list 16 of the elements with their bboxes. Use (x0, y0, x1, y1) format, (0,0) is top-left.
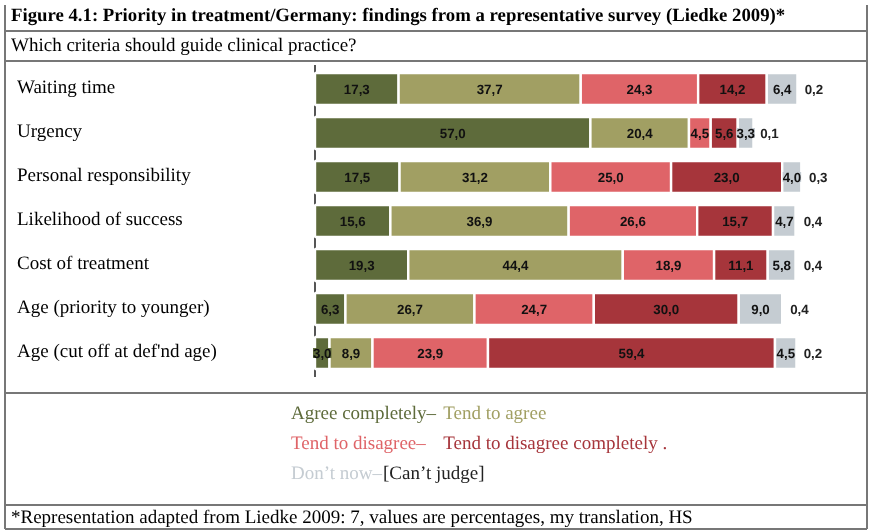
text: Tend to disagree– (291, 435, 427, 455)
y-tick-label: Waiting time (17, 79, 116, 99)
chart-title: Figure 4.1: Priority in treatment/Germany: findings from a representative survey (Liedke 2009)* (11, 7, 786, 27)
text: Tend to disagree completely . (443, 435, 668, 455)
text: *Representation adapted from Liedke 2009: 7, values are percentages, my translation, HS (11, 509, 693, 529)
text: Tend to agree (443, 405, 547, 425)
text: Agree completely– (291, 405, 437, 425)
text: [Can’t judge] (383, 465, 485, 485)
y-tick-label: Age (cut off at def'nd age) (17, 343, 217, 363)
text: Don’t now– (291, 465, 383, 485)
y-tick-label: Age (priority to younger) (17, 299, 210, 319)
y-tick-label: Likelihood of success (17, 211, 184, 231)
y-tick-label: Cost of treatment (17, 255, 150, 275)
y-tick-label: Urgency (17, 123, 83, 143)
y-tick-label: Personal responsibility (17, 167, 192, 187)
chart-subtitle: Which criteria should guide clinical practice? (11, 37, 357, 57)
